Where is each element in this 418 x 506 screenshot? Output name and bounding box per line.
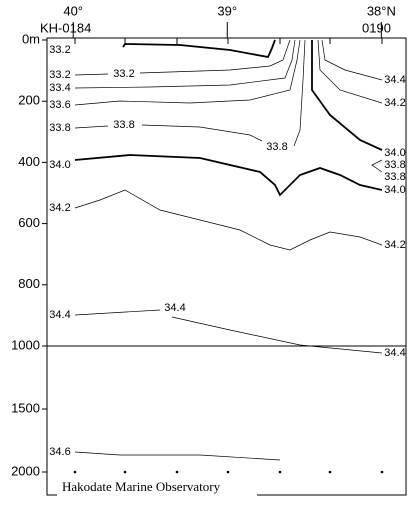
contour-label: 34.4 xyxy=(49,309,70,321)
contour-line xyxy=(171,316,383,354)
contour-line xyxy=(321,39,383,81)
contour-line xyxy=(74,309,161,316)
x-tick-label: 40° xyxy=(63,3,83,18)
contour-line xyxy=(139,39,291,74)
plot-frame xyxy=(46,37,407,496)
station-dot xyxy=(328,470,332,474)
contour-label: 34.2 xyxy=(384,97,405,109)
contour-label: 33.6 xyxy=(49,99,70,111)
contour-line xyxy=(141,124,263,142)
contour-label: 34.2 xyxy=(384,239,405,251)
station-label: KH-0184 xyxy=(40,20,91,35)
contour-line xyxy=(293,39,306,147)
station-label: 0190 xyxy=(362,20,391,35)
contour-label: 34.0 xyxy=(384,184,405,196)
contour-label: 33.2 xyxy=(49,69,70,81)
contour-label: 34.6 xyxy=(49,446,70,458)
x-tick-label: 38°N xyxy=(367,3,396,18)
contour-label: 33.4 xyxy=(49,82,70,94)
y-tick-label: 1000 xyxy=(11,337,40,352)
y-tick-label: 800 xyxy=(18,276,40,291)
contour-label: 34.2 xyxy=(49,202,70,214)
contour-line xyxy=(371,159,383,173)
contour-line xyxy=(74,154,383,197)
x-tick-label: 39° xyxy=(217,3,237,18)
contour-label: 34.4 xyxy=(164,302,185,314)
contour-label: 34.0 xyxy=(384,147,405,159)
contour-label: 34.4 xyxy=(384,347,405,359)
contour-label: 34.4 xyxy=(384,74,405,86)
contour-line xyxy=(74,125,109,129)
y-tick-label: 200 xyxy=(18,93,40,108)
y-tick-label: 0m xyxy=(22,31,40,46)
contour-label: 33.8 xyxy=(113,119,134,131)
y-tick-label: 2000 xyxy=(11,463,40,478)
station-dot xyxy=(278,470,282,474)
contour-label: 34.0 xyxy=(49,159,70,171)
contour-label: 33.8 xyxy=(49,122,70,134)
contour-line xyxy=(311,40,383,151)
y-tick-label: 600 xyxy=(18,215,40,230)
footer-box xyxy=(57,479,257,496)
contour-label: 33.8 xyxy=(384,159,405,171)
contour-line xyxy=(317,39,383,104)
contour-line xyxy=(74,451,281,461)
station-dot xyxy=(380,470,384,474)
footer: Hakodate Marine Observatory xyxy=(62,479,221,494)
station-dot xyxy=(123,470,127,474)
station-dot xyxy=(73,470,77,474)
contour-line xyxy=(122,39,276,59)
station-dot xyxy=(175,470,179,474)
contour-line xyxy=(74,189,383,251)
y-tick-label: 1500 xyxy=(11,400,40,415)
y-tick-label: 400 xyxy=(18,154,40,169)
contour-line xyxy=(74,39,296,89)
contour-line xyxy=(74,39,301,106)
contour-label: 33.2 xyxy=(113,68,134,80)
contour-line xyxy=(74,73,109,76)
contour-label: 33.8 xyxy=(266,141,287,153)
station-dot xyxy=(226,470,230,474)
contour-label: 33.8 xyxy=(384,171,405,183)
contour-label: 33.2 xyxy=(49,44,70,56)
